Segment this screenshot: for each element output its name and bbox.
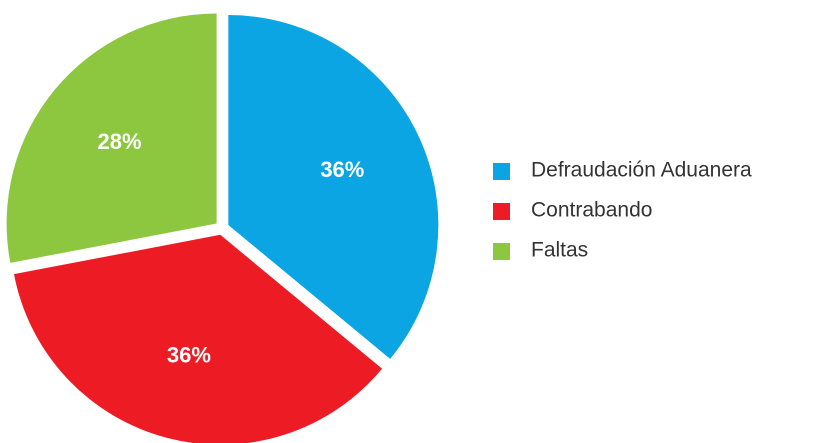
pie-slice: [13, 234, 383, 443]
legend-label: Contrabando: [531, 199, 652, 222]
legend-swatch: [493, 163, 510, 180]
slice-label: 36%: [167, 343, 211, 368]
legend-swatch: [493, 203, 510, 220]
slice-label: 36%: [320, 157, 364, 182]
slice-label: 28%: [97, 129, 141, 154]
legend-label: Faltas: [531, 239, 588, 262]
legend-label: Defraudación Aduanera: [531, 159, 752, 182]
pie-slice: [228, 15, 439, 359]
legend-swatch: [493, 243, 510, 260]
pie-slice: [6, 13, 217, 263]
